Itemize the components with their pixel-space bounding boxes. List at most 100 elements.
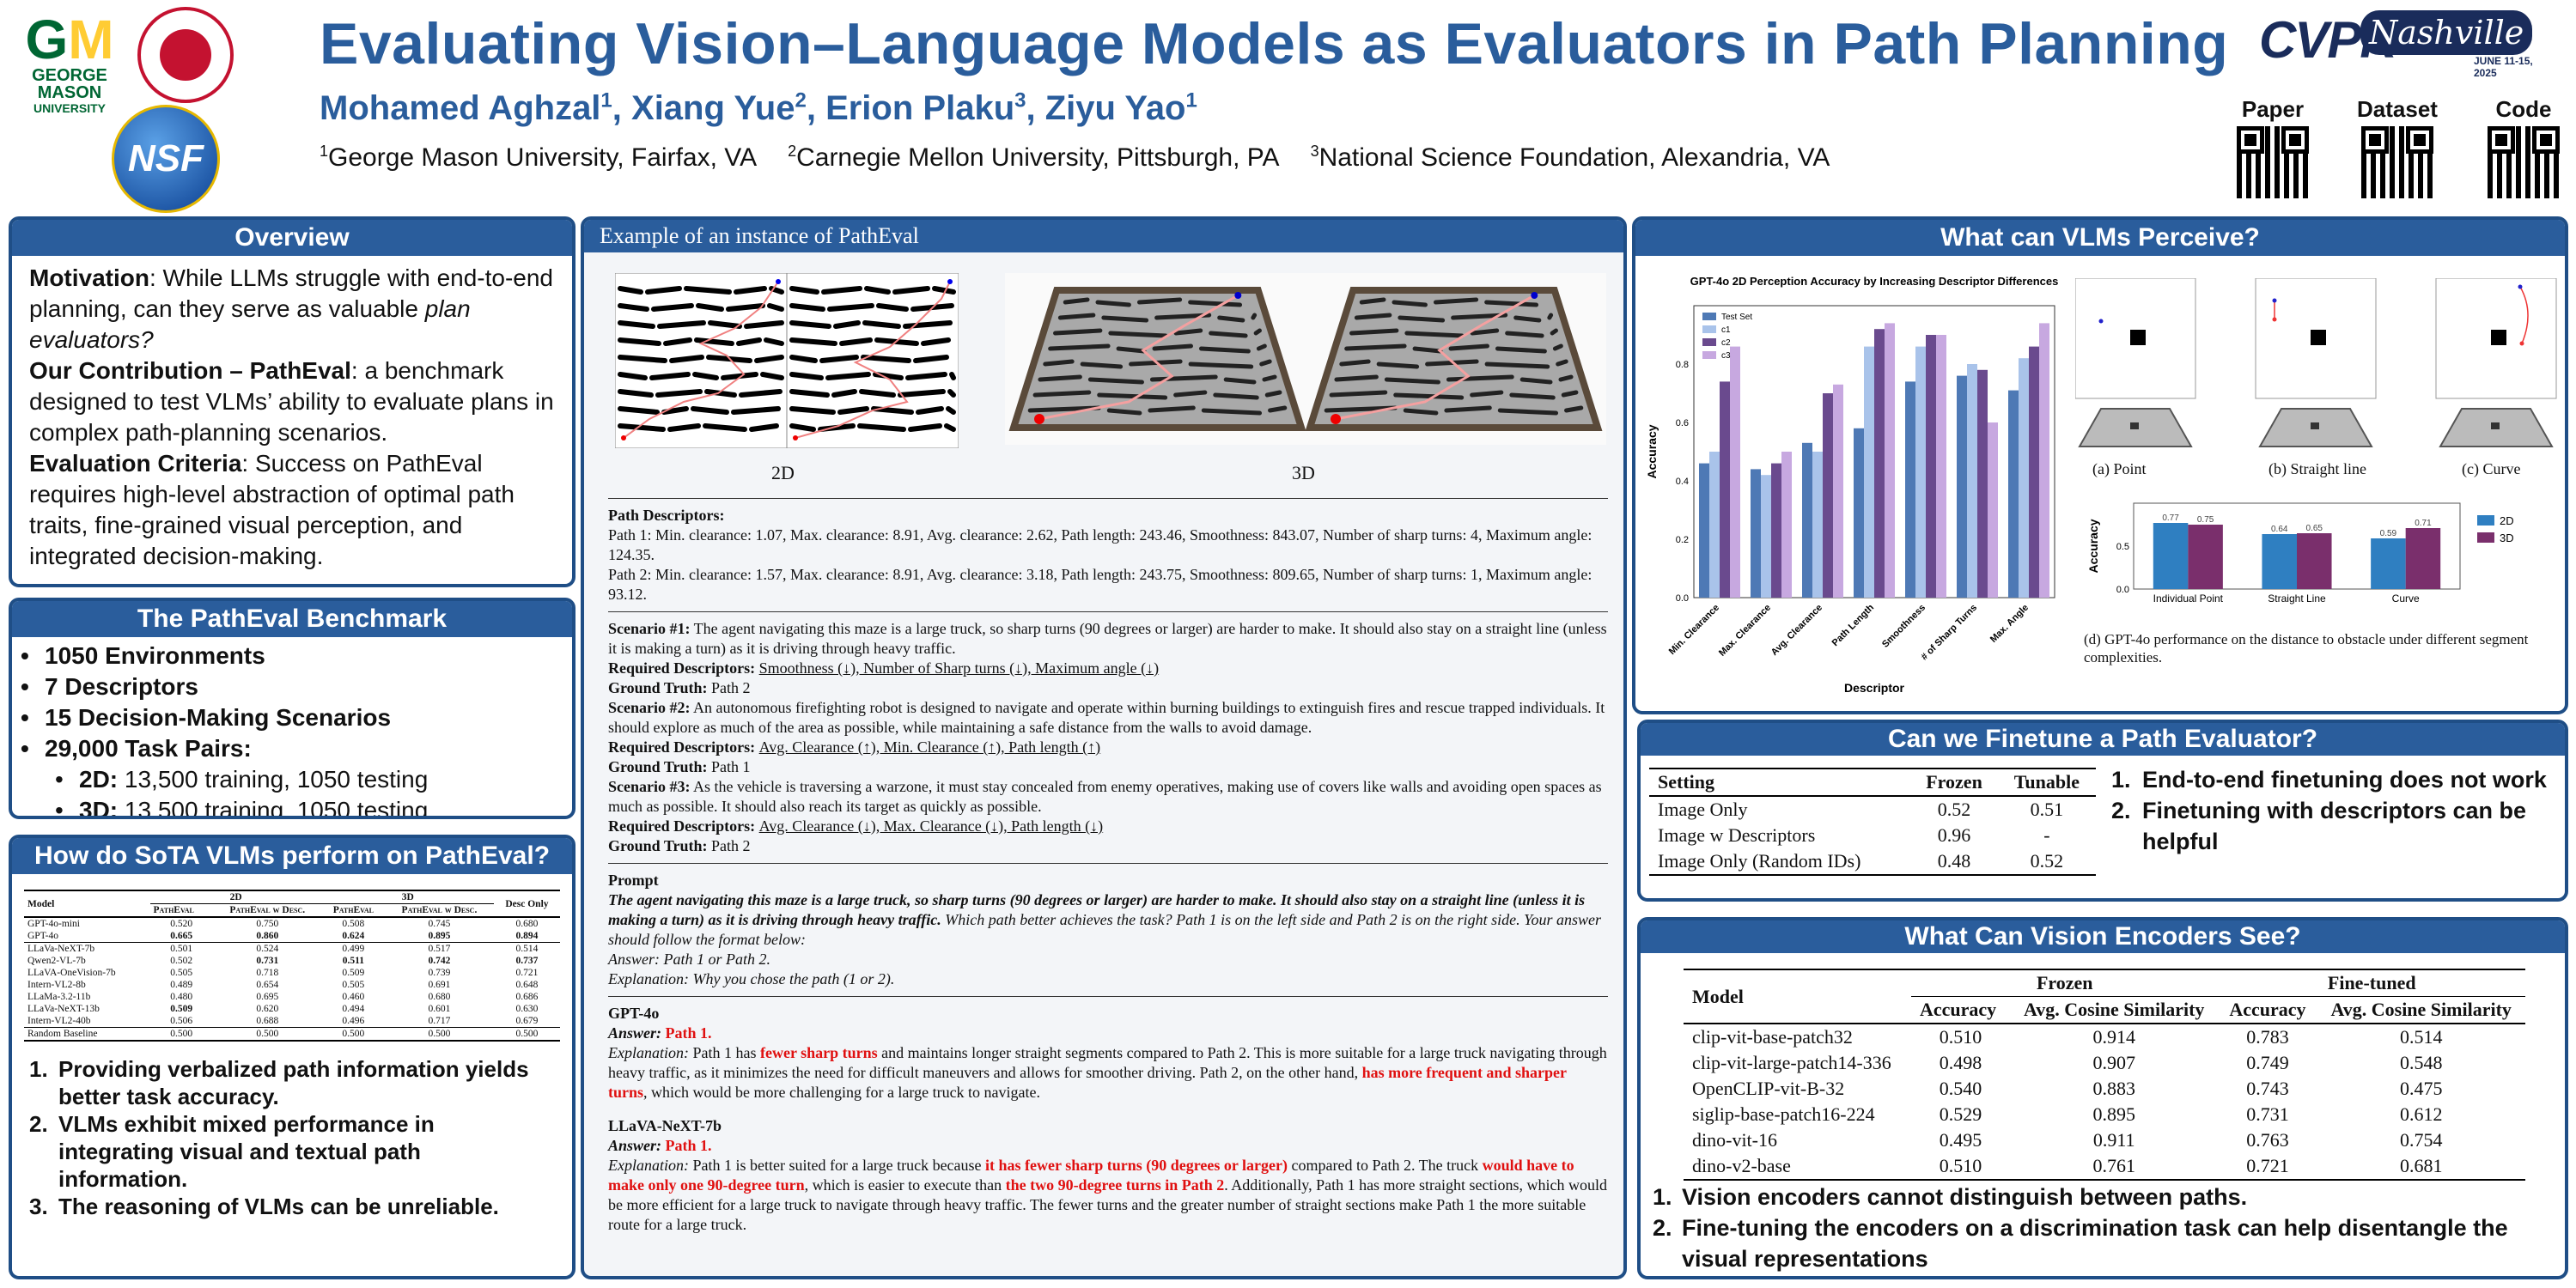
criteria-text: Evaluation Criteria: Success on PathEval…	[29, 450, 515, 569]
table-row: LLaVa-NeXT-7b 0.501 0.524 0.499 0.517 0.514	[24, 942, 560, 956]
explanation-format: Explanation: Why you chose the path (1 o…	[608, 970, 895, 987]
bar	[2371, 538, 2406, 589]
affiliation: 2Carnegie Mellon University, Pittsburgh,…	[788, 143, 1280, 172]
path2-descriptors: Path 2: Min. clearance: 1.57, Max. clear…	[608, 566, 1592, 603]
paper-qr-code[interactable]	[2237, 126, 2309, 198]
tick-label: # of Sharp Turns	[1919, 603, 1979, 663]
bar	[2188, 525, 2223, 589]
dataset-qr-code[interactable]	[2361, 126, 2433, 198]
tick-label: Max. Angle	[1988, 603, 2031, 645]
gmu-logo: GM GEORGE MASON UNIVERSITY	[22, 12, 117, 124]
column-header: Frozen	[1910, 969, 2219, 997]
nsf-logo: NSF	[112, 105, 220, 213]
maze-3d-image	[1005, 273, 1606, 445]
tick-label: Max. Clearance	[1717, 603, 1773, 659]
bar	[2019, 358, 2029, 598]
tick-label: Straight Line	[2268, 592, 2326, 605]
benchmark-panel: The PathEval Benchmark 1050 Environments…	[9, 598, 575, 819]
author-name: Mohamed Aghzal1	[320, 89, 612, 128]
bar	[1823, 393, 1833, 598]
column-header: PathEval	[153, 905, 194, 915]
table-row: LLaVA-OneVision-7b 0.505 0.718 0.509 0.739 0.…	[27, 968, 539, 978]
required-descriptors: Required Descriptors: Smoothness (↓), Nu…	[608, 659, 1160, 677]
sota-panel: How do SoTA VLMs perform on PathEval? Mo…	[9, 835, 575, 1279]
list-item: 1. Providing verbalized path information …	[29, 1056, 529, 1109]
data-label: 0.65	[2306, 524, 2323, 533]
data-label: 0.77	[2162, 513, 2179, 523]
panel-heading: Example of an instance of PathEval	[584, 220, 1623, 252]
list-item: 29,000 Task Pairs:	[21, 733, 563, 764]
bar	[1833, 384, 1843, 598]
legend-swatch	[1702, 325, 1716, 333]
column-header: PathEval w Desc.	[401, 905, 478, 915]
prompt-text: The agent navigating this maze is a larg…	[608, 891, 1586, 928]
legend-entry: Test Set	[1721, 313, 1752, 322]
maze-2d-image	[615, 273, 959, 448]
bar	[1751, 469, 1761, 598]
label-3d: 3D	[1292, 462, 1315, 483]
response-title: GPT-4o	[608, 1005, 660, 1022]
ground-truth: Ground Truth: Path 2	[608, 837, 751, 854]
list-item: 2. VLMs exhibit mixed performance in inte…	[29, 1111, 435, 1192]
data-label: 0.59	[2380, 529, 2397, 538]
table-row: Image Only 0.52 0.51	[1658, 799, 2064, 820]
list-item: 3. The reasoning of VLMs can be unreliabl…	[29, 1194, 499, 1219]
scenario: Scenario #1: The agent navigating this m…	[608, 620, 1607, 657]
bar	[1988, 422, 1998, 598]
table-row: Qwen2-VL-7b 0.502 0.731 0.511 0.742 0.737	[27, 956, 539, 966]
column-header: Fine-tuned	[2218, 969, 2525, 997]
scenario: Scenario #2: An autonomous firefighting …	[608, 699, 1605, 736]
author-name: Xiang Yue2	[631, 89, 807, 128]
contribution-text: Our Contribution – PathEval: a benchmark…	[29, 357, 554, 446]
axis-label: Descriptor	[1844, 681, 1905, 695]
poster-title: Evaluating Vision–Language Models as Eva…	[320, 11, 2229, 76]
tick-label: Individual Point	[2153, 592, 2224, 605]
column-header: 2D	[149, 890, 322, 904]
bar	[1905, 381, 1915, 598]
bar	[1730, 346, 1740, 598]
bar	[1977, 369, 1988, 598]
legend-swatch	[1702, 313, 1716, 320]
panel-heading: How do SoTA VLMs perform on PathEval?	[12, 838, 572, 874]
table-row: dino-vit-16 0.495 0.911 0.763 0.754	[1692, 1129, 2443, 1151]
table-row: Intern-VL2-8b 0.489 0.654 0.505 0.691 0.648	[27, 980, 539, 990]
path1-descriptors: Path 1: Min. clearance: 1.07, Max. clear…	[608, 526, 1592, 563]
affiliations: 1George Mason University, Fairfax, VA 2Ca…	[320, 143, 1860, 173]
axis-label: Accuracy	[1645, 424, 1659, 478]
author-list: Mohamed Aghzal1, Xiang Yue2, Erion Plaku…	[320, 89, 1197, 128]
bar	[1771, 463, 1781, 598]
caption-d: (d) GPT-4o performance on the distance t…	[2084, 631, 2529, 665]
required-descriptors: Required Descriptors: Avg. Clearance (↑)…	[608, 738, 1101, 756]
legend-entry: 2D	[2500, 514, 2514, 527]
legend-swatch	[2477, 515, 2494, 526]
bar	[1864, 346, 1874, 598]
legend-entry: c2	[1721, 338, 1731, 348]
finetune-table: Setting Frozen Tunable Image Only 0.52 0.51 I…	[1649, 768, 2096, 876]
sota-findings: 1. Providing verbalized path information …	[12, 1047, 572, 1220]
scenario: Scenario #3: As the vehicle is traversin…	[608, 778, 1602, 815]
example-text: Path Descriptors: Path 1: Min. clearance…	[608, 491, 1608, 1235]
bar	[1781, 452, 1792, 598]
encoder-findings: 1. Vision encoders cannot distinguish bet…	[1653, 1182, 2563, 1274]
data-label: 0.64	[2271, 525, 2288, 534]
table-row: GPT-4o-mini 0.520 0.750 0.508 0.745 0.680	[27, 919, 539, 929]
example-panel: Example of an instance of PathEval 2D 3D…	[581, 216, 1627, 1279]
response-title: LLaVA-NeXT-7b	[608, 1117, 722, 1134]
answer-format: Answer: Path 1 or Path 2.	[608, 951, 770, 968]
code-qr-code[interactable]	[2488, 126, 2560, 198]
benchmark-list: 1050 Environments 7 Descriptors 15 Decis…	[12, 637, 572, 816]
list-item: 1050 Environments	[21, 641, 563, 671]
tick-label: Curve	[2392, 592, 2420, 605]
panel-heading: Overview	[12, 220, 572, 256]
bar	[2153, 523, 2189, 589]
column-header: Model	[1692, 985, 1744, 1007]
gmu-logo-text: UNIVERSITY	[33, 101, 106, 115]
data-label: 0.75	[2197, 515, 2214, 525]
encoders-panel: What Can Vision Encoders See? Model Froze…	[1637, 917, 2568, 1279]
column-header: PathEval w Desc.	[229, 905, 306, 915]
legend-entry: c3	[1721, 351, 1731, 361]
cvpr-dates: JUNE 11-15, 2025	[2474, 55, 2533, 79]
qr-label: Paper	[2241, 96, 2305, 122]
tick-label: 0.2	[1676, 535, 1689, 545]
list-item: 1. End-to-end finetuning does not work	[2111, 767, 2547, 793]
